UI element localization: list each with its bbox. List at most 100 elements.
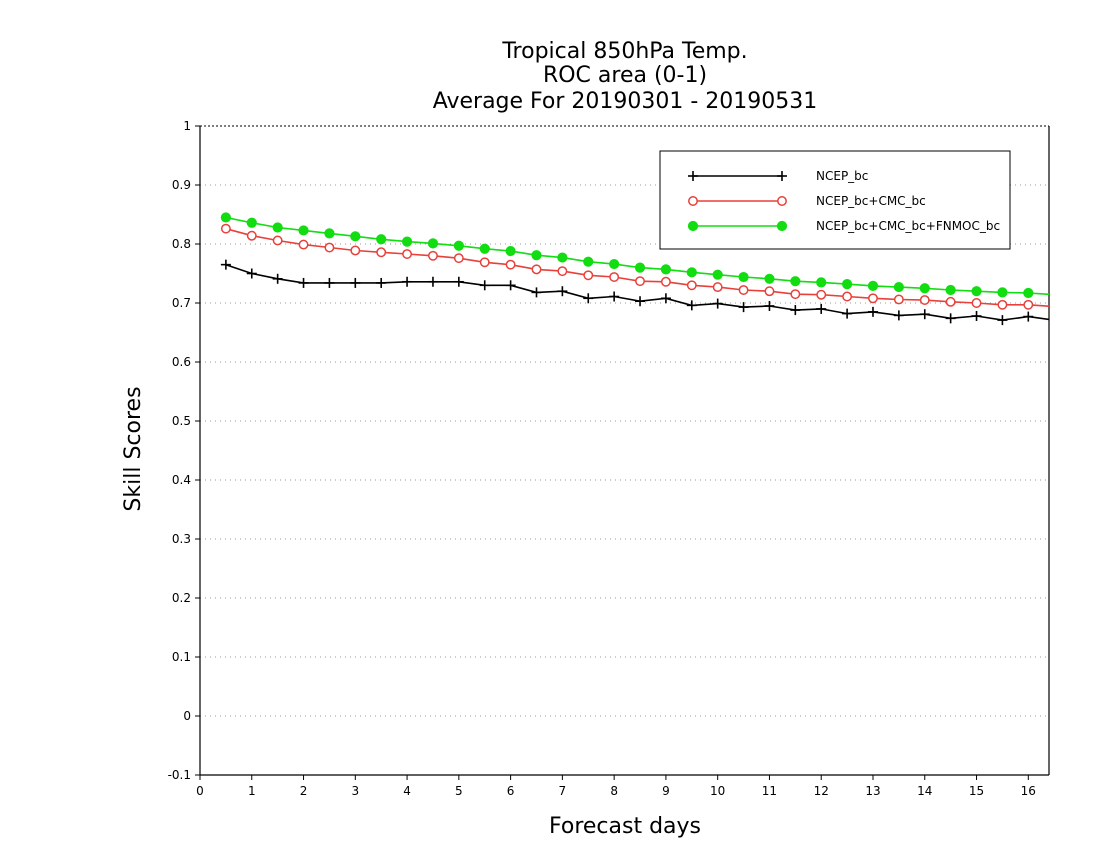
series-1-point [893, 310, 904, 321]
series-3-point [945, 284, 956, 296]
series-3-point [401, 236, 413, 247]
x-tick-label: 15 [969, 784, 984, 798]
y-axis-ticks: -0.1 0 0.1 0.2 0.3 0.4 0.5 0.6 0.7 0.8 0.9 1 [168, 119, 200, 782]
series-3-point [324, 228, 335, 239]
series-2-point [1050, 302, 1058, 310]
x-tick-label: 11 [762, 784, 777, 798]
series-1-point [738, 302, 749, 313]
x-tick-label: 16 [1021, 784, 1036, 798]
series-3-point [634, 262, 646, 273]
series-1-point [479, 280, 490, 291]
y-axis-label: Skill Scores [121, 386, 146, 511]
series-2 [220, 223, 1058, 310]
legend-item-3-label: NCEP_bc+CMC_bc+FNMOC_bc [816, 219, 1000, 233]
series-3-point [531, 250, 542, 261]
y-tick-label: 0.7 [172, 296, 191, 310]
legend-item-3-point [776, 220, 788, 232]
chart-title: Tropical 850hPa Temp. ROC area (0-1) Ave… [433, 39, 818, 114]
series-3 [220, 212, 1059, 299]
x-tick-label: 8 [610, 784, 618, 798]
series-1-point [376, 277, 387, 288]
series-3-point [712, 269, 723, 280]
series-1-point [324, 277, 335, 288]
series-2-point [1023, 299, 1034, 310]
series-3-point [350, 231, 361, 242]
series-3-point [505, 245, 516, 257]
series-1-point [402, 276, 413, 287]
series-2-point [402, 249, 413, 259]
series-1-point [350, 277, 361, 288]
series-1-point [427, 276, 438, 287]
title-line-1: Tropical 850hPa Temp. [501, 39, 747, 64]
y-tick-label: 0.6 [172, 355, 191, 369]
series-2-point [479, 257, 490, 268]
series-1-point [712, 298, 723, 309]
series-1-point [997, 315, 1008, 326]
series-3-point [298, 225, 309, 236]
y-tick-label: 0 [183, 709, 191, 723]
series-1-point [919, 309, 930, 320]
y-tick-label: 0.9 [172, 178, 191, 192]
series-3-point [557, 252, 568, 263]
series-2-point [971, 298, 982, 308]
series-2-point [246, 230, 257, 241]
series-2-point [945, 296, 956, 307]
series-2-point [557, 266, 568, 277]
series-1 [220, 259, 1049, 326]
series-3-point [790, 276, 801, 287]
x-tick-label: 0 [196, 784, 204, 798]
series-1-point [298, 277, 309, 288]
series-2-point [842, 291, 853, 302]
series-3-point [427, 238, 439, 249]
series-2-point [816, 289, 827, 300]
x-tick-label: 2 [300, 784, 308, 798]
series-3-point [583, 256, 594, 267]
series-2-point [635, 276, 645, 287]
series-1-point [945, 313, 956, 324]
x-tick-label: 6 [507, 784, 515, 798]
series-2-point [376, 247, 387, 258]
grid-lines [200, 184, 1049, 717]
series-3-point [842, 279, 853, 290]
series-3-point [609, 258, 620, 270]
legend-item-3-point [687, 220, 699, 232]
y-tick-label: 0.2 [172, 591, 191, 605]
legend-item-1-point [688, 171, 698, 181]
series-1-point [505, 280, 516, 291]
series-3-point [816, 277, 827, 288]
legend: NCEP_bc NCEP_bc+CMC_bc NCEP_bc+CMC_bc+FNMO… [659, 150, 1011, 250]
y-tick-label: 0.4 [172, 473, 191, 487]
series-2-point [298, 239, 309, 250]
series-3-point [1050, 290, 1059, 299]
series-1-point [790, 305, 801, 316]
title-line-2: ROC area (0-1) [543, 63, 707, 88]
series-1-point [220, 259, 231, 270]
series-2-point [660, 276, 671, 287]
series-3-point [686, 267, 697, 278]
series-3-point [246, 217, 257, 228]
series-3-point [660, 264, 672, 275]
series-3-point [479, 243, 490, 254]
series-2-point [686, 280, 697, 291]
x-tick-label: 7 [559, 784, 567, 798]
series-2-point [764, 286, 775, 297]
legend-item-1-label: NCEP_bc [816, 169, 868, 183]
series-2-point [609, 272, 620, 282]
title-line-3: Average For 20190301 - 20190531 [433, 89, 818, 114]
legend-item-2-point [777, 196, 787, 206]
series-1-point [557, 286, 568, 297]
series-3-point [1023, 287, 1034, 299]
series-1-point [246, 268, 257, 279]
series-3-point [376, 234, 387, 245]
plot-frame [199, 125, 1050, 776]
series-3-point [220, 212, 231, 223]
legend-item-2-label: NCEP_bc+CMC_bc [816, 194, 926, 208]
series-2-point [868, 293, 878, 304]
x-tick-label: 9 [662, 784, 670, 798]
series-3-point [738, 271, 749, 283]
series-lines [220, 212, 1059, 326]
series-1-point [686, 300, 697, 311]
x-tick-label: 12 [814, 784, 829, 798]
series-2-point [505, 259, 516, 270]
